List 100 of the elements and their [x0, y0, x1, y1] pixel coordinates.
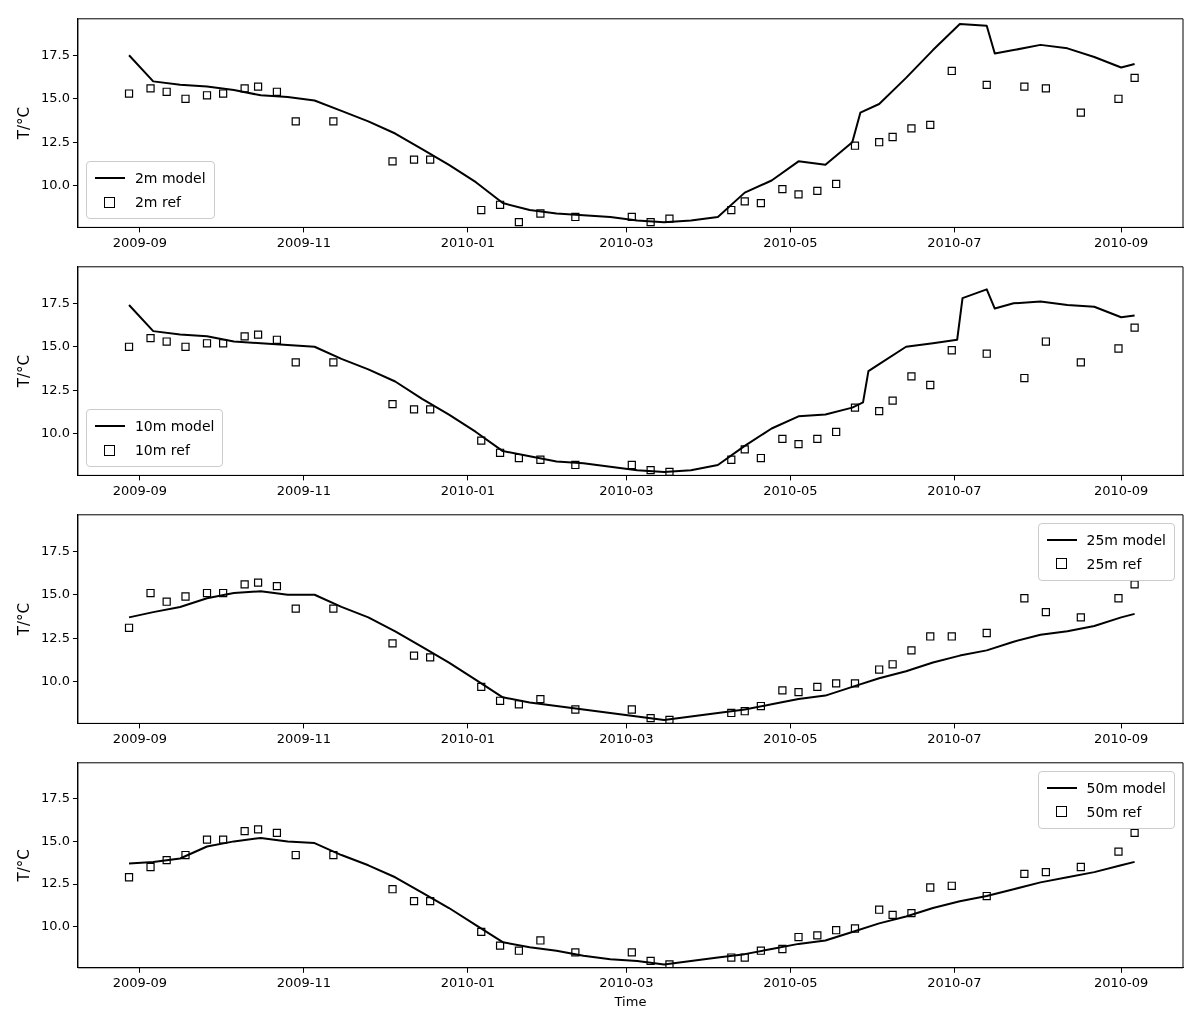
point: [240, 84, 249, 93]
point: [253, 330, 263, 339]
point: [627, 705, 636, 714]
point: [740, 445, 749, 454]
x-tick-label: 2010-05: [763, 482, 818, 498]
point: [329, 850, 338, 860]
point: [124, 873, 134, 882]
x-tick-label: 2009-11: [276, 730, 331, 746]
point: [907, 372, 916, 381]
x-tick-label: 2010-05: [763, 730, 818, 746]
point: [1041, 337, 1051, 346]
y-axis-title: T/°C: [14, 355, 33, 389]
point: [240, 827, 249, 836]
point: [888, 910, 897, 919]
x-tick-label: 2010-03: [599, 482, 654, 498]
point: [627, 948, 636, 957]
point: [646, 466, 655, 475]
x-tick-label: 2009-11: [276, 974, 331, 990]
point: [1130, 73, 1139, 83]
legend-label: 50m model: [1086, 779, 1166, 796]
point: [888, 660, 897, 669]
point: [514, 453, 524, 463]
x-tick-label: 2010-07: [927, 482, 982, 498]
point: [850, 679, 860, 688]
point: [571, 460, 580, 470]
point: [477, 927, 486, 937]
point: [740, 707, 749, 716]
y-tick-label: 15.0: [40, 586, 70, 602]
point: [778, 185, 787, 194]
point: [794, 439, 803, 449]
point: [1020, 869, 1029, 878]
point: [756, 946, 766, 955]
point: [832, 427, 841, 437]
x-tick-label: 2009-11: [276, 482, 331, 498]
point: [982, 349, 991, 358]
point: [1114, 344, 1123, 353]
point: [272, 828, 282, 837]
legend-label: 50m ref: [1086, 803, 1142, 820]
legend-label: 2m model: [134, 170, 206, 187]
point: [794, 190, 803, 199]
point: [1020, 82, 1029, 91]
point: [219, 588, 228, 598]
point: [219, 89, 228, 98]
point: [272, 87, 282, 96]
point: [181, 850, 190, 860]
point: [571, 212, 580, 222]
point: [646, 956, 655, 966]
point: [240, 332, 249, 341]
point: [727, 708, 736, 718]
point: [740, 197, 749, 206]
point: [727, 205, 736, 215]
point: [426, 653, 435, 662]
point: [1076, 108, 1085, 117]
point: [813, 931, 822, 940]
point: [646, 218, 655, 227]
point: [875, 138, 884, 147]
point: [272, 335, 282, 344]
y-axis-title: T/°C: [14, 107, 33, 141]
point: [219, 339, 228, 348]
point: [536, 936, 545, 945]
x-tick-label: 2010-07: [927, 730, 982, 746]
point: [727, 953, 736, 962]
point: [665, 715, 674, 724]
point: [536, 694, 545, 704]
point: [1130, 828, 1139, 837]
point: [124, 623, 134, 632]
point: [409, 155, 419, 164]
point: [253, 82, 263, 91]
point: [202, 91, 212, 100]
point: [536, 209, 545, 218]
y-tick-label: 10.0: [40, 918, 70, 934]
point: [627, 460, 636, 470]
point: [291, 358, 300, 367]
x-tick-label: 2010-01: [440, 730, 495, 746]
point: [665, 467, 674, 476]
point: [536, 455, 545, 464]
point: [181, 592, 190, 601]
point: [219, 835, 228, 844]
x-tick-label: 2010-03: [599, 234, 654, 250]
x-tick-label: 2010-07: [927, 234, 982, 250]
x-tick-label: 2010-05: [763, 974, 818, 990]
point: [1114, 847, 1123, 856]
point: [253, 825, 263, 834]
point: [778, 944, 787, 954]
point: [832, 179, 841, 189]
point: [514, 946, 524, 955]
point: [388, 157, 397, 166]
x-tick-label: 2009-09: [112, 974, 167, 990]
x-tick-label: 2010-01: [440, 974, 495, 990]
point: [124, 89, 134, 98]
point: [291, 850, 300, 860]
x-tick-label: 2009-09: [112, 234, 167, 250]
point: [272, 581, 282, 591]
point: [850, 141, 860, 150]
point: [1130, 580, 1139, 589]
point: [1130, 323, 1139, 332]
point: [888, 132, 897, 142]
point: [947, 346, 956, 355]
point: [627, 212, 636, 222]
y-tick-label: 15.0: [40, 338, 70, 354]
